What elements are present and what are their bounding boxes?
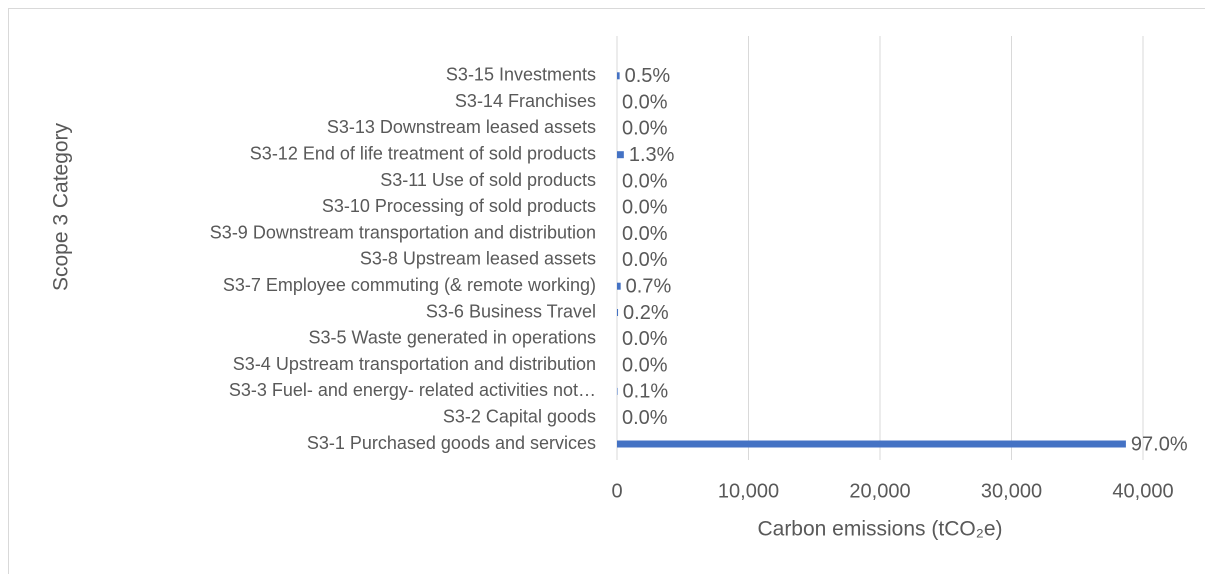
value-label: 0.0%: [622, 91, 668, 113]
value-label: 0.0%: [622, 197, 668, 219]
value-label: 0.2%: [623, 302, 669, 324]
bar: [617, 387, 618, 395]
y-tick-label: S3-6 Business Travel: [426, 301, 596, 321]
y-tick-label: S3-1 Purchased goods and services: [307, 433, 596, 453]
chart-frame: [8, 8, 1205, 574]
x-tick-label: 0: [611, 480, 622, 502]
x-tick-label: 40,000: [1112, 480, 1173, 502]
y-tick-label: S3-5 Waste generated in operations: [308, 328, 596, 348]
value-label: 0.0%: [622, 354, 668, 376]
value-label: 0.7%: [626, 275, 672, 297]
y-axis-title: Scope 3 Category: [50, 122, 73, 291]
x-tick-label: 30,000: [981, 480, 1042, 502]
y-tick-label: S3-9 Downstream transportation and distr…: [210, 222, 596, 242]
y-tick-label: S3-2 Capital goods: [443, 406, 596, 426]
bar: [617, 440, 1126, 448]
value-label: 0.0%: [622, 407, 668, 429]
value-label: 97.0%: [1131, 433, 1188, 455]
value-label: 0.1%: [623, 381, 669, 403]
value-label: 1.3%: [629, 144, 675, 166]
y-tick-label: S3-13 Downstream leased assets: [327, 117, 596, 137]
value-label: 0.5%: [625, 65, 671, 87]
bar: [617, 282, 621, 290]
value-label: 0.0%: [622, 223, 668, 245]
bar: [617, 151, 624, 159]
y-tick-label: S3-10 Processing of sold products: [322, 196, 596, 216]
bar: [617, 309, 619, 316]
y-tick-label: S3-11 Use of sold products: [380, 170, 596, 190]
y-tick-label: S3-8 Upstream leased assets: [360, 249, 596, 269]
value-label: 0.0%: [622, 170, 668, 192]
y-tick-label: S3-12 End of life treatment of sold prod…: [250, 143, 596, 163]
y-tick-label: S3-7 Employee commuting (& remote workin…: [223, 275, 596, 295]
value-label: 0.0%: [622, 328, 668, 350]
y-tick-label: S3-15 Investments: [446, 65, 596, 85]
value-label: 0.0%: [622, 249, 668, 271]
bar: [617, 72, 620, 80]
y-tick-label: S3-4 Upstream transportation and distrib…: [233, 354, 596, 374]
x-axis-title: Carbon emissions (tCO₂e): [757, 518, 1002, 541]
x-tick-label: 10,000: [718, 480, 779, 502]
y-tick-label: S3-14 Franchises: [455, 91, 596, 111]
x-tick-label: 20,000: [849, 480, 910, 502]
y-tick-label: S3-3 Fuel- and energy- related activitie…: [229, 380, 596, 400]
value-label: 0.0%: [622, 118, 668, 140]
